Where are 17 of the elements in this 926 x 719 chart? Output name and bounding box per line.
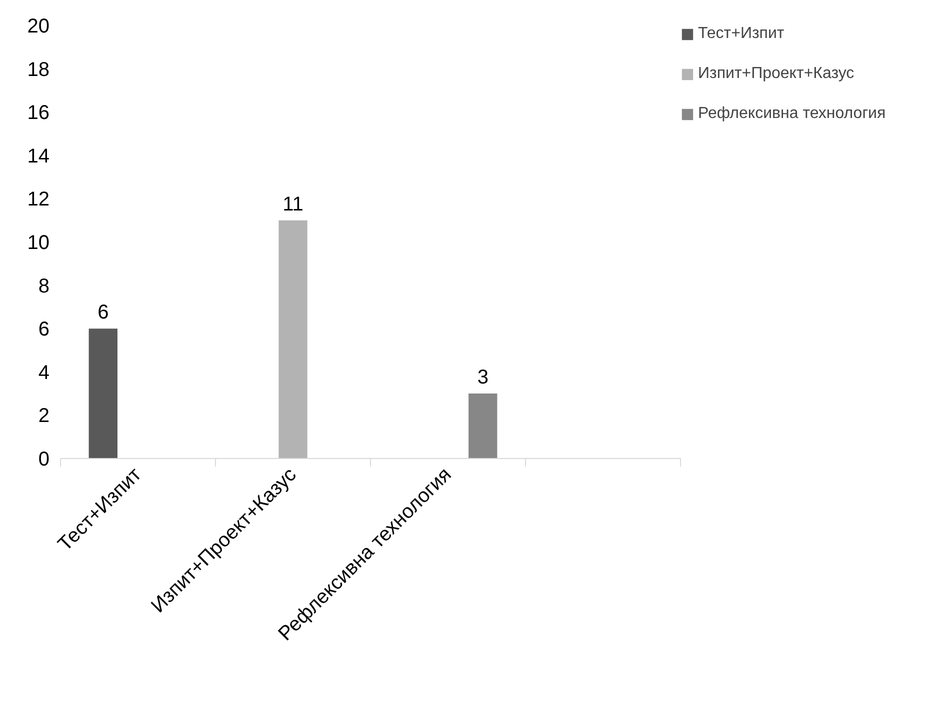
y-tick-label: 8 <box>38 275 50 298</box>
legend-label: Рефлексивна технология <box>698 105 886 123</box>
y-tick-label: 12 <box>27 188 50 211</box>
data-label: 3 <box>477 366 488 389</box>
legend-label: Изпит+Проект+Казус <box>698 65 854 83</box>
y-tick-label: 4 <box>38 362 50 384</box>
y-tick-label: 0 <box>38 448 50 470</box>
y-tick-label: 16 <box>27 102 50 124</box>
y-tick-label: 2 <box>38 405 50 428</box>
legend-label: Тест+Изпит <box>698 25 784 43</box>
y-tick-label: 18 <box>27 58 50 81</box>
y-tick-label: 20 <box>27 16 50 38</box>
y-tick-label: 10 <box>27 232 50 254</box>
data-label: 11 <box>282 193 304 216</box>
y-tick-label: 14 <box>27 145 50 168</box>
data-label: 6 <box>98 302 109 324</box>
y-tick-label: 6 <box>38 318 50 341</box>
